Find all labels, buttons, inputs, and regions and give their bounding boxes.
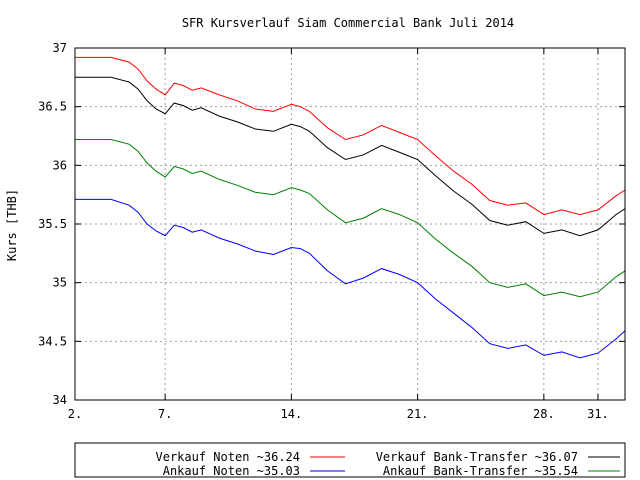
y-tick-label: 35.5 <box>38 217 67 231</box>
legend-label: Ankauf Noten ~35.03 <box>163 464 300 478</box>
x-tick-label: 31. <box>587 407 609 421</box>
y-axis-label: Kurs [THB] <box>5 189 19 261</box>
series-lines <box>75 56 626 359</box>
y-tick-label: 34.5 <box>38 334 67 348</box>
legend-label: Verkauf Noten ~36.24 <box>156 450 301 464</box>
y-tick-label: 36 <box>53 158 67 172</box>
x-tick-label: 21. <box>407 407 429 421</box>
series-line-4 <box>75 139 626 298</box>
x-tick-label: 7. <box>158 407 172 421</box>
series-line-3 <box>75 76 626 237</box>
series-line-1 <box>75 56 626 216</box>
y-tick-label: 36.5 <box>38 100 67 114</box>
y-tick-label: 35 <box>53 276 67 290</box>
x-tick-label: 2. <box>68 407 82 421</box>
x-tick-label: 14. <box>281 407 303 421</box>
legend-label: Verkauf Bank-Transfer ~36.07 <box>376 450 578 464</box>
plot-frame <box>74 47 626 401</box>
axis-ticks: 34 34.5 35 35.5 36 36.5 37 2. 7. 14. 21. 28. 31. <box>38 41 625 421</box>
legend-label: Ankauf Bank-Transfer ~35.54 <box>383 464 578 478</box>
x-tick-label: 28. <box>533 407 555 421</box>
y-tick-label: 37 <box>53 41 67 55</box>
chart-title: SFR Kursverlauf Siam Commercial Bank Jul… <box>182 16 514 30</box>
grid-lines <box>75 48 625 400</box>
legend-box <box>74 442 626 478</box>
series-line-2 <box>75 198 626 359</box>
y-tick-label: 34 <box>53 393 67 407</box>
